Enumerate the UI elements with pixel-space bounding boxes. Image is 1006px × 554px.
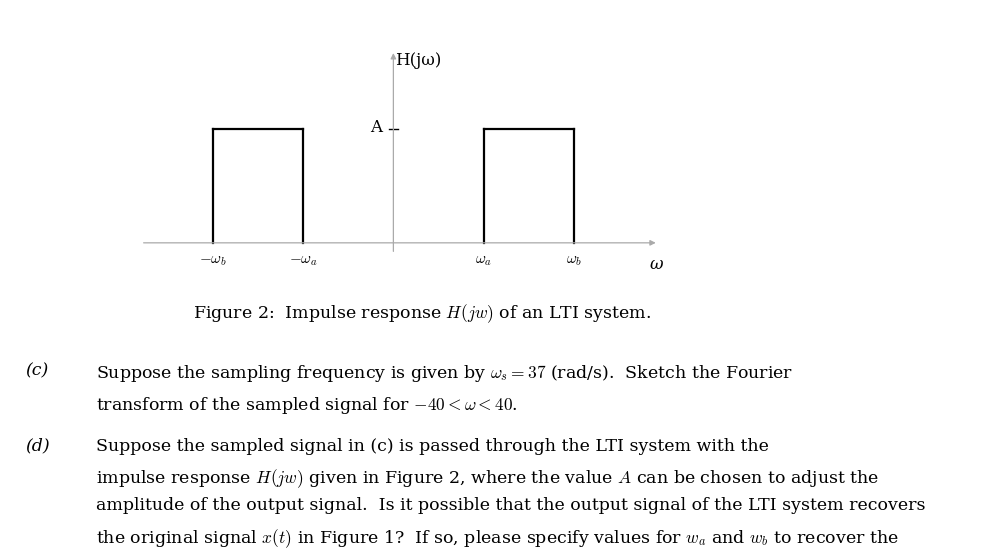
Text: impulse response $H(jw)$ given in Figure 2, where the value $A$ can be chosen to: impulse response $H(jw)$ given in Figure…: [96, 468, 879, 490]
Text: $\omega_b$: $\omega_b$: [565, 254, 581, 268]
Text: amplitude of the output signal.  Is it possible that the output signal of the LT: amplitude of the output signal. Is it po…: [96, 497, 926, 515]
Text: Suppose the sampled signal in (c) is passed through the LTI system with the: Suppose the sampled signal in (c) is pas…: [96, 438, 769, 455]
Text: $-\omega_a$: $-\omega_a$: [289, 254, 318, 268]
Text: (d): (d): [25, 438, 49, 455]
Text: H(jω): H(jω): [394, 52, 441, 69]
Text: transform of the sampled signal for $-40 < \omega < 40$.: transform of the sampled signal for $-40…: [96, 395, 517, 416]
Text: $\omega_a$: $\omega_a$: [475, 254, 492, 268]
Text: the original signal $x(t)$ in Figure 1?  If so, please specify values for $w_a$ : the original signal $x(t)$ in Figure 1? …: [96, 527, 898, 550]
Text: (c): (c): [25, 363, 48, 380]
Text: Figure 2:  Impulse response $H(jw)$ of an LTI system.: Figure 2: Impulse response $H(jw)$ of an…: [193, 302, 652, 325]
Text: A: A: [370, 119, 382, 136]
Text: ω: ω: [649, 257, 663, 274]
Text: Suppose the sampling frequency is given by $\omega_s = 37$ (rad/s).  Sketch the : Suppose the sampling frequency is given …: [96, 363, 793, 384]
Text: $-\omega_b$: $-\omega_b$: [199, 254, 227, 268]
